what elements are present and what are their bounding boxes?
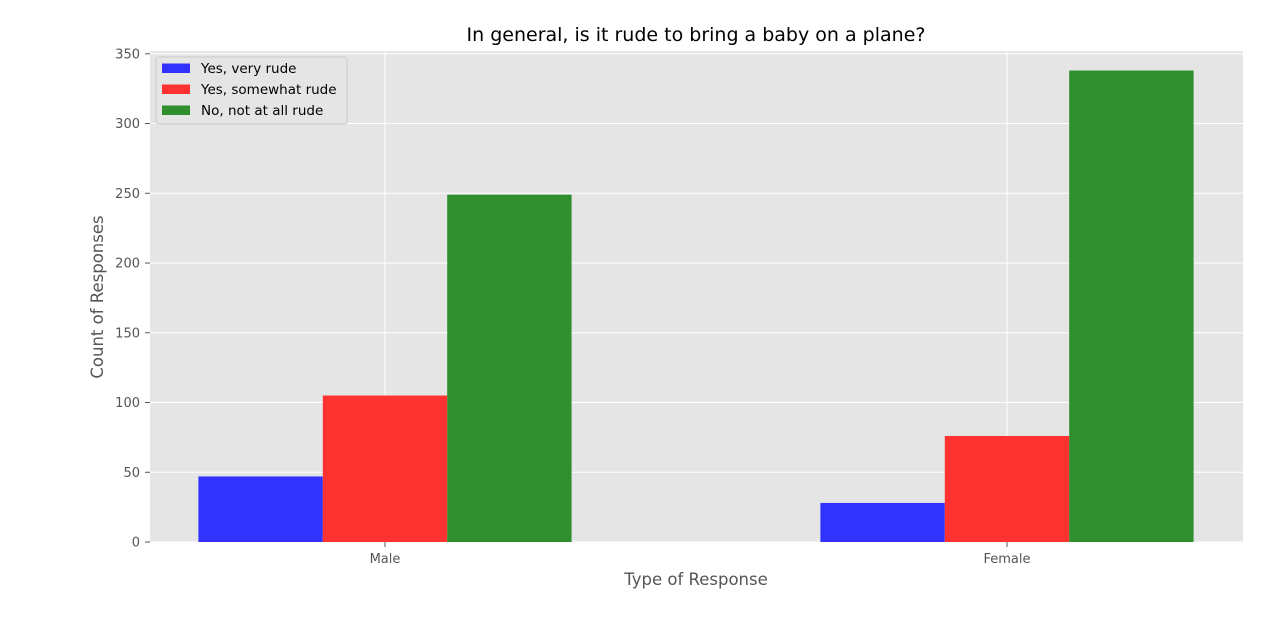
x-tick-label: Male (370, 552, 401, 567)
x-axis-label: Type of Response (623, 570, 768, 589)
bar (1069, 70, 1194, 542)
bar (820, 502, 945, 542)
y-tick-label: 350 (115, 47, 140, 62)
legend-swatch (162, 63, 190, 73)
bar (944, 435, 1070, 542)
bar (322, 395, 448, 542)
legend-swatch (162, 84, 190, 94)
y-tick-label: 50 (123, 466, 140, 481)
y-axis-label: Count of Responses (88, 215, 107, 378)
y-axis-ticks: 0 50 100 150 200 250 300 350 (115, 47, 150, 551)
legend: Yes, very rude Yes, somewhat rude No, not … (155, 56, 348, 125)
y-tick-label: 150 (115, 326, 140, 341)
x-tick-label: Female (983, 552, 1030, 567)
legend-label: No, not at all rude (201, 103, 323, 119)
bar (198, 476, 323, 542)
y-tick-label: 200 (115, 257, 140, 272)
legend-box (155, 56, 348, 125)
y-tick-label: 250 (115, 187, 140, 202)
y-tick-label: 300 (115, 117, 140, 132)
bar (447, 194, 572, 543)
y-tick-label: 100 (115, 396, 140, 411)
legend-label: Yes, somewhat rude (200, 82, 337, 98)
y-tick-label: 0 (132, 536, 140, 551)
x-axis-ticks: Male Female (370, 542, 1031, 567)
legend-swatch (162, 105, 190, 115)
legend-label: Yes, very rude (200, 61, 296, 77)
chart-title: In general, is it rude to bring a baby o… (467, 24, 926, 46)
bars (198, 70, 1194, 543)
